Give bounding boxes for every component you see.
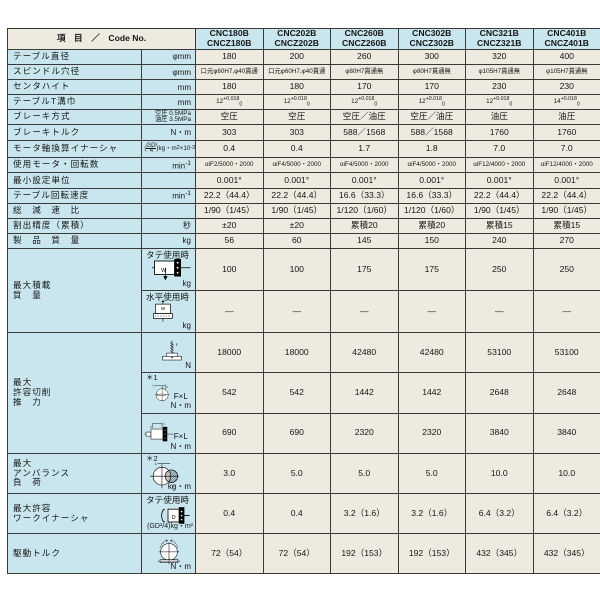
- svg-text:W: W: [161, 268, 167, 274]
- svg-text:D: D: [172, 515, 176, 521]
- svg-text:L: L: [163, 422, 165, 426]
- svg-text:L: L: [153, 383, 155, 387]
- svg-text:F: F: [166, 385, 168, 389]
- svg-text:F: F: [151, 425, 153, 429]
- svg-text:F: F: [176, 343, 178, 347]
- svg-text:L: L: [155, 461, 157, 465]
